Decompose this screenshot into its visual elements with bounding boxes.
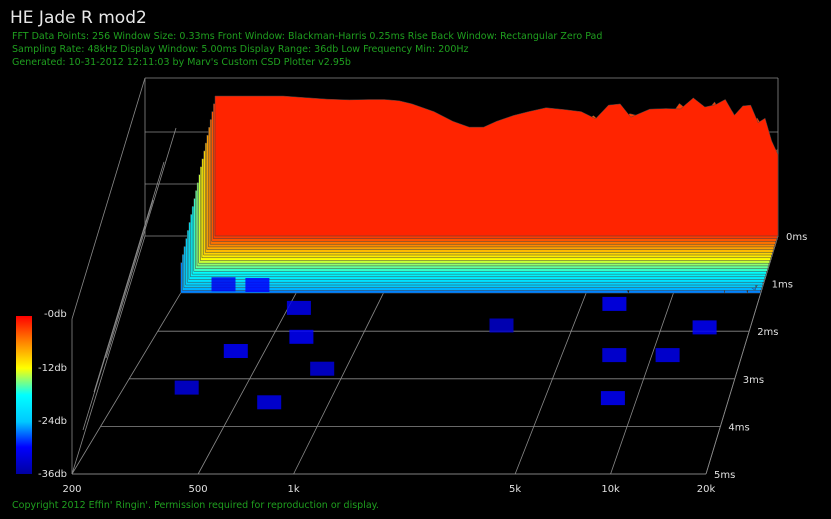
- grid-line: [71, 77, 146, 320]
- time-tick-label: 3ms: [743, 375, 764, 386]
- colorbar-label: -0db: [44, 309, 67, 320]
- decay-patch: [211, 277, 236, 292]
- decay-patch: [602, 348, 627, 363]
- x-tick-label: 200: [62, 484, 81, 495]
- time-tick-label: 1ms: [772, 280, 793, 291]
- colorbar-label: -36db: [38, 469, 67, 480]
- copyright-text: Copyright 2012 Effin' Ringin'. Permissio…: [12, 500, 379, 511]
- decay-patch: [223, 344, 248, 358]
- decay-patch: [655, 348, 680, 363]
- grid-line: [105, 127, 177, 359]
- waterfall-surface: [174, 95, 779, 410]
- decay-patch: [286, 300, 311, 315]
- time-tick-label: 4ms: [728, 422, 749, 433]
- decay-patch: [289, 329, 314, 344]
- colorbar-label: -24db: [38, 416, 67, 427]
- grid-line: [93, 161, 165, 393]
- decay-patch: [310, 361, 335, 376]
- colorbar-legend: -0db -12db -24db -36db: [16, 309, 67, 480]
- x-tick-label: 10k: [601, 484, 620, 495]
- grid-line: [705, 235, 779, 475]
- grid-line: [82, 199, 154, 431]
- decay-patch: [245, 278, 270, 292]
- x-tick-label: 1k: [288, 484, 300, 495]
- x-tick-label: 5k: [509, 484, 521, 495]
- decay-patch: [692, 320, 717, 335]
- x-tick-label: 20k: [697, 484, 716, 495]
- decay-patch: [600, 391, 625, 406]
- decay-patch: [489, 318, 514, 333]
- colorbar: [16, 316, 32, 474]
- sampling-settings-text: Sampling Rate: 48kHz Display Window: 5.0…: [12, 44, 469, 55]
- axis-labels: 200 500 1k 5k 10k 20k 0ms 1ms 2ms 3ms 4m…: [62, 232, 807, 495]
- chart-title: HE Jade R mod2: [10, 8, 147, 28]
- fft-settings-text: FFT Data Points: 256 Window Size: 0.33ms…: [12, 31, 603, 42]
- decay-slice: [214, 95, 779, 237]
- time-tick-label: 5ms: [714, 470, 735, 481]
- time-tick-label: 0ms: [786, 232, 807, 243]
- decay-patch: [257, 395, 282, 410]
- time-tick-label: 2ms: [757, 327, 778, 338]
- x-tick-label: 500: [189, 484, 208, 495]
- decay-patch: [602, 296, 627, 311]
- grid-line: [71, 235, 146, 475]
- decay-patch: [174, 380, 199, 395]
- colorbar-label: -12db: [38, 363, 67, 374]
- generated-info-text: Generated: 10-31-2012 12:11:03 by Marv's…: [12, 57, 351, 68]
